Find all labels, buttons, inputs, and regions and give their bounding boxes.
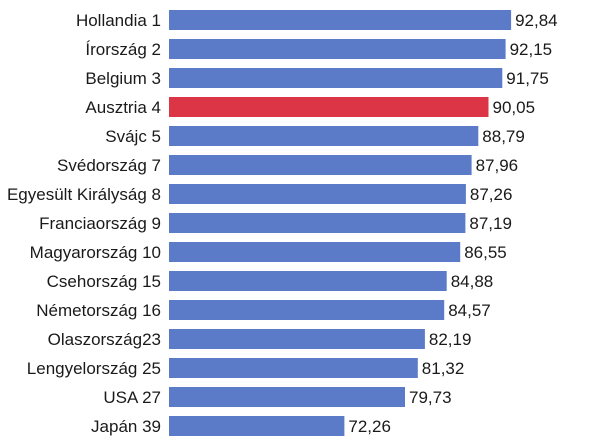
value-label: 87,26: [470, 185, 513, 204]
bar-0: [169, 10, 512, 30]
category-label: Olaszország23: [48, 330, 161, 349]
category-label: Magyarország 10: [30, 243, 161, 262]
bar-5: [169, 155, 472, 175]
bar-2: [169, 68, 503, 88]
category-label: Egyesült Királyság 8: [7, 185, 161, 204]
category-label: Csehország 15: [47, 272, 161, 291]
category-label: Ausztria 4: [85, 98, 161, 117]
value-label: 92,15: [510, 40, 553, 59]
category-label: Japán 39: [91, 417, 161, 436]
value-label: 92,84: [515, 11, 558, 30]
value-label: 87,96: [476, 156, 519, 175]
category-label: Belgium 3: [85, 69, 161, 88]
value-label: 84,88: [451, 272, 494, 291]
bar-3: [169, 97, 489, 117]
bar-9: [169, 271, 447, 291]
bar-14: [169, 416, 345, 436]
category-label: Svájc 5: [105, 127, 161, 146]
bar-6: [169, 184, 466, 204]
value-label: 91,75: [506, 69, 549, 88]
category-label: Írország 2: [85, 40, 161, 59]
value-label: 84,57: [448, 301, 491, 320]
bar-8: [169, 242, 461, 262]
value-label: 90,05: [493, 98, 536, 117]
value-labels-group: 92,84 92,15 91,75 90,05 88,79 87,96 87,26 87,19…: [348, 11, 557, 436]
category-label: Németország 16: [36, 301, 161, 320]
category-label: Franciaország 9: [39, 214, 161, 233]
value-label: 82,19: [429, 330, 472, 349]
category-labels-group: Hollandia 1 Írország 2 Belgium 3 Ausztria 4…: [7, 11, 161, 436]
bar-1: [169, 39, 506, 59]
category-label: USA 27: [103, 388, 161, 407]
bar-10: [169, 300, 445, 320]
value-label: 81,32: [422, 359, 465, 378]
bars-group: [169, 10, 512, 436]
value-label: 79,73: [409, 388, 452, 407]
value-label: 87,19: [469, 214, 512, 233]
bar-13: [169, 387, 405, 407]
bar-11: [169, 329, 425, 349]
category-label: Svédország 7: [57, 156, 161, 175]
bar-4: [169, 126, 479, 146]
category-label: Hollandia 1: [76, 11, 161, 30]
value-label: 88,79: [482, 127, 525, 146]
bar-7: [169, 213, 466, 233]
category-label: Lengyelország 25: [27, 359, 161, 378]
value-label: 72,26: [348, 417, 391, 436]
value-label: 86,55: [464, 243, 507, 262]
bar-12: [169, 358, 418, 378]
